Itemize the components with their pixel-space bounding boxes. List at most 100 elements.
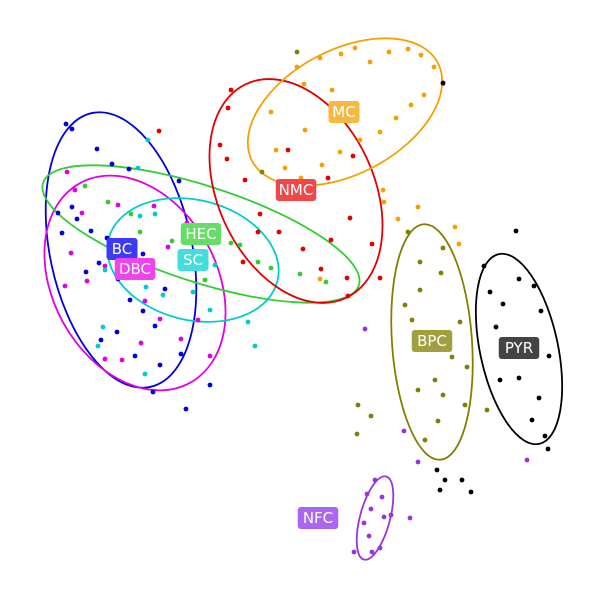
nmc-label: NMC bbox=[275, 179, 317, 201]
mc-point bbox=[273, 147, 279, 153]
mc-point bbox=[377, 129, 383, 135]
bc-point bbox=[74, 216, 80, 222]
nmc-point bbox=[369, 241, 375, 247]
bpc-point bbox=[438, 270, 444, 276]
nfc-point bbox=[388, 512, 394, 518]
pyr-point bbox=[531, 283, 537, 289]
nmc-point bbox=[240, 259, 246, 265]
sc-point bbox=[142, 371, 148, 377]
nmc-point bbox=[318, 266, 324, 272]
pyr-point bbox=[493, 324, 499, 330]
sc-label-text: SC bbox=[183, 251, 203, 269]
nfc-point bbox=[381, 514, 387, 520]
mc-point bbox=[317, 55, 323, 61]
bc-point bbox=[98, 337, 104, 343]
bpc-point bbox=[417, 259, 423, 265]
dbc-point bbox=[102, 356, 108, 362]
sc-label: SC bbox=[177, 249, 209, 271]
pyr-point bbox=[440, 80, 446, 86]
hec-point bbox=[237, 242, 243, 248]
mc-point bbox=[338, 51, 344, 57]
bc-point bbox=[150, 389, 156, 395]
bpc-point bbox=[484, 407, 490, 413]
bpc-point bbox=[464, 364, 470, 370]
bc-point bbox=[63, 121, 69, 127]
bc-point bbox=[140, 251, 146, 257]
sc-point bbox=[245, 319, 251, 325]
pyr-point bbox=[542, 433, 548, 439]
sc-point bbox=[95, 343, 101, 349]
bpc-point bbox=[462, 402, 468, 408]
pyr-point bbox=[500, 301, 506, 307]
pyr-point bbox=[487, 289, 493, 295]
ellipses-layer bbox=[41, 37, 564, 561]
mc-point bbox=[415, 204, 421, 210]
dbc-point bbox=[79, 210, 85, 216]
hec-point bbox=[137, 229, 143, 235]
dbc-point bbox=[68, 250, 74, 256]
nmc-point bbox=[242, 177, 248, 183]
pyr-point bbox=[516, 375, 522, 381]
bpc-point bbox=[368, 413, 374, 419]
mc-point bbox=[405, 46, 411, 52]
bpc-point bbox=[259, 169, 265, 175]
pyr-point bbox=[468, 489, 474, 495]
pyr-point bbox=[538, 308, 544, 314]
nmc-point bbox=[285, 147, 291, 153]
bc-point bbox=[207, 382, 213, 388]
bc-point bbox=[69, 204, 75, 210]
sc-point bbox=[137, 213, 143, 219]
dbc-point bbox=[102, 263, 108, 269]
nmc-label-box bbox=[275, 179, 317, 201]
nfc-point bbox=[407, 515, 413, 521]
mc-point bbox=[268, 109, 274, 115]
bc-point bbox=[157, 362, 163, 368]
bc-point bbox=[114, 329, 120, 335]
hec-label: HEC bbox=[180, 223, 222, 245]
bc-point bbox=[69, 126, 75, 132]
nfc-point bbox=[361, 520, 367, 526]
hec-ellipse bbox=[41, 164, 361, 304]
nmc-point bbox=[276, 229, 282, 235]
mc-point bbox=[386, 49, 392, 55]
nmc-label-text: NMC bbox=[279, 181, 314, 199]
dbc-point bbox=[119, 357, 125, 363]
mc-point bbox=[337, 149, 343, 155]
hec-point bbox=[169, 238, 175, 244]
mc-label-text: MC bbox=[332, 103, 355, 121]
nmc-point bbox=[325, 175, 331, 181]
pyr-point bbox=[437, 487, 443, 493]
sc-point bbox=[135, 165, 141, 171]
bc-point bbox=[94, 146, 100, 152]
bc-point bbox=[127, 297, 133, 303]
mc-point bbox=[393, 115, 399, 121]
sc-point bbox=[190, 289, 196, 295]
dbc-point bbox=[165, 244, 171, 250]
dbc-point bbox=[195, 317, 201, 323]
mc-point bbox=[408, 102, 414, 108]
hec-point bbox=[128, 211, 134, 217]
nfc-label-box bbox=[297, 507, 339, 529]
mc-point bbox=[294, 64, 300, 70]
pyr-label-text: PYR bbox=[505, 339, 533, 357]
dbc-label-box bbox=[114, 258, 156, 280]
dbc-label-text: DBC bbox=[119, 260, 151, 278]
nmc-point bbox=[255, 229, 261, 235]
bpc-point bbox=[402, 302, 408, 308]
mc-point bbox=[357, 137, 363, 143]
sc-point bbox=[212, 262, 218, 268]
bc-point bbox=[55, 210, 61, 216]
dbc-point bbox=[157, 316, 163, 322]
dbc-point bbox=[115, 202, 121, 208]
nfc-point bbox=[377, 545, 383, 551]
pyr-point bbox=[434, 467, 440, 473]
nfc-point bbox=[362, 326, 368, 332]
mc-point bbox=[301, 81, 307, 87]
nmc-ellipse bbox=[208, 78, 384, 304]
mc-point bbox=[395, 216, 401, 222]
nfc-point bbox=[368, 506, 374, 512]
hec-point bbox=[202, 277, 208, 283]
pyr-point bbox=[481, 263, 487, 269]
mc-point bbox=[317, 276, 323, 282]
